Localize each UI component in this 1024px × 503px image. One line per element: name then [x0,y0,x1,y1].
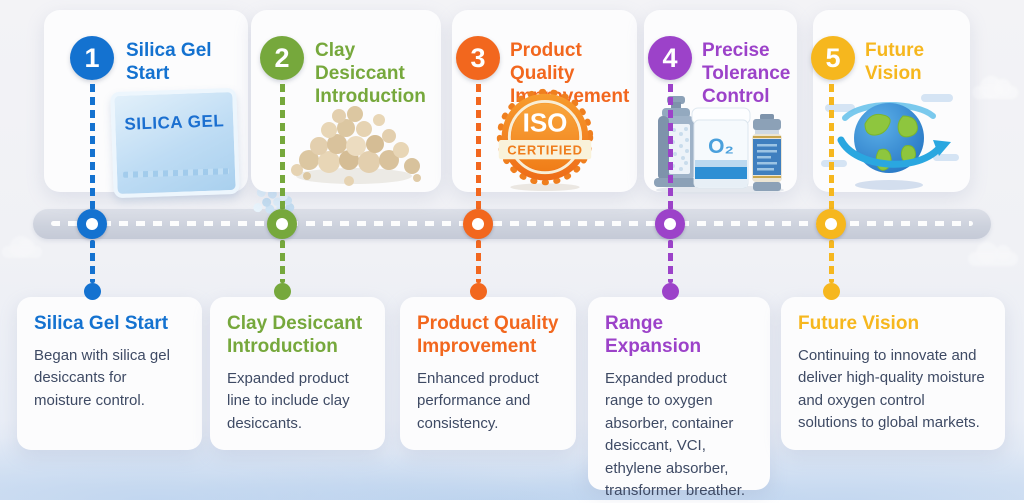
milestone-2-title: Clay Desiccant Introduction [315,40,426,108]
milestone-4-card-title: Range Expansion [605,313,702,357]
iso-badge-text: ISO [523,107,568,137]
milestone-5-description-card: Future Vision Continuing to innovate and… [781,297,1005,450]
cloud-decoration [2,236,42,258]
milestone-3-title: Product Quality Improvement [510,40,630,108]
milestone-2-connector-top [279,71,285,210]
background-landscape [0,420,1024,500]
packet-seal [122,168,230,178]
milestone-2-number-badge: 2 [260,36,304,80]
milestone-5-connector-bottom [828,240,834,283]
milestone-1-description: Began with silica gel desiccants for moi… [34,346,170,409]
milestone-1-top-card: 1 Silica Gel Start SILICA GEL [44,10,266,199]
milestone-5-top-card: 5 Future Vision [811,10,970,192]
milestone-1-title: Silica Gel Start [126,40,212,85]
cloud-decoration [968,242,1018,266]
milestone-4-top-card: O₂ 4 Precise Tolerance [644,10,797,194]
milestone-5-dot [823,283,840,300]
silica-gel-packet-label: SILICA GEL [124,111,225,134]
milestone-4-description: Expanded product range to oxygen absorbe… [605,369,746,500]
milestone-3-top-card: ISO CERTIFIED 3 Product Quality Improvem… [452,10,637,192]
cloud-decoration [972,76,1018,99]
timeline-dashed-line [51,221,973,226]
milestone-1-connector-top [89,71,95,210]
globe-with-orbit-arrow-illustration [821,94,959,190]
milestone-1-number-badge: 1 [70,36,114,80]
silica-granules [256,187,266,198]
milestone-1-dot [84,283,101,300]
milestone-3-description-card: Product Quality Improvement Enhanced pro… [400,297,576,450]
milestone-5-title: Future Vision [865,40,925,85]
certified-badge-text: CERTIFIED [507,142,583,157]
milestone-3-number-badge: 3 [456,36,500,80]
milestone-5-number-badge: 5 [811,36,855,80]
milestone-1-description-card: Silica Gel Start Began with silica gel d… [17,297,202,450]
milestone-2-description: Expanded product line to include clay de… [227,369,350,432]
iso-certified-badge-illustration: ISO CERTIFIED [496,88,594,192]
milestone-5-card-title: Future Vision [798,313,920,334]
milestone-3-card-title: Product Quality Improvement [417,313,559,357]
milestone-3-dot [470,283,487,300]
milestone-4-connector-bottom [667,240,673,283]
milestone-4-description-card: Range Expansion Expanded product range t… [588,297,770,499]
milestone-1-connector-bottom [89,240,95,283]
milestone-2-dot [274,283,291,300]
milestone-5-description: Continuing to innovate and deliver high-… [798,346,985,432]
milestone-5-connector-top [828,71,834,210]
timeline-bar [33,209,991,239]
milestone-2-connector-bottom [279,240,285,283]
milestone-4-title: Precise Tolerance Control [702,40,791,108]
milestone-4-dot [662,283,679,300]
milestone-4-number-badge: 4 [648,36,692,80]
milestone-3-connector-bottom [475,240,481,283]
clay-desiccant-beads-illustration [291,106,421,186]
milestone-2-top-card: 2 Clay Desiccant Introduction [251,10,441,192]
milestone-1-card-title: Silica Gel Start [34,313,169,334]
milestone-4-connector-top [667,71,673,210]
milestone-3-description: Enhanced product performance and consist… [417,369,539,432]
o2-label: O₂ [708,135,734,158]
milestone-2-card-title: Clay Desiccant Introduction [227,313,363,357]
silica-gel-packet-illustration: SILICA GEL [110,87,266,199]
milestone-3-connector-top [475,71,481,210]
milestone-2-description-card: Clay Desiccant Introduction Expanded pro… [210,297,385,450]
oxygen-absorber-products-illustration: O₂ [654,96,784,194]
